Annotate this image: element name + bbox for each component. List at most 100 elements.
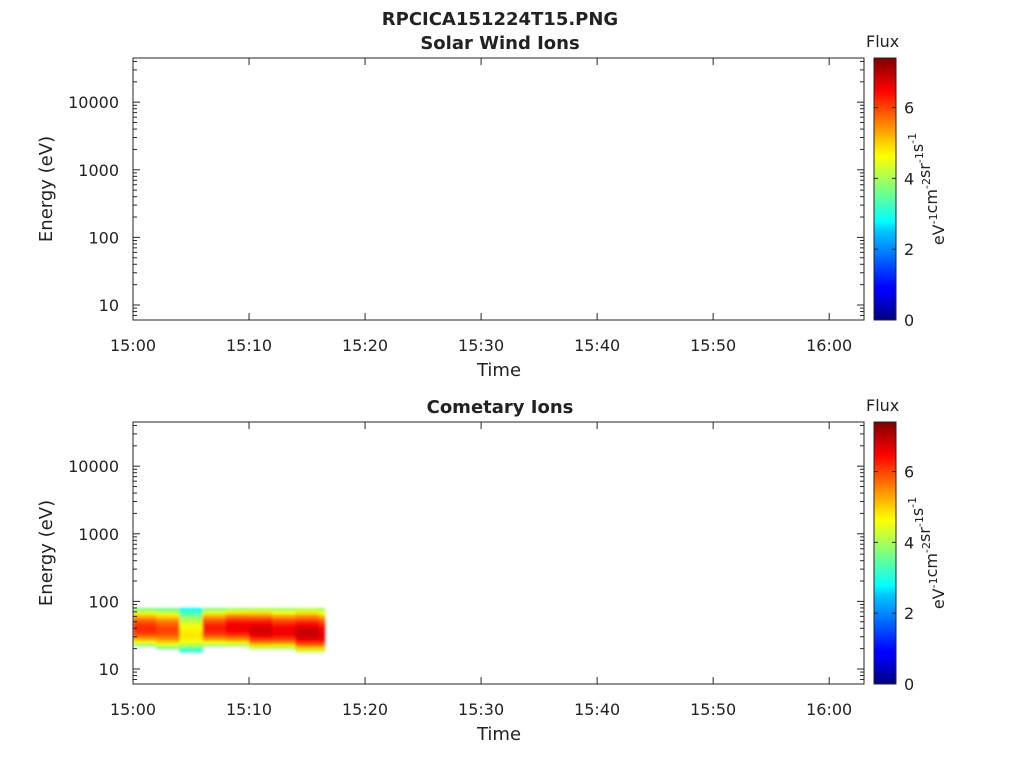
heatmap-cell [144, 607, 148, 612]
heatmap-cell [283, 637, 287, 641]
heatmap-cell [322, 642, 326, 647]
heatmap-cell [287, 607, 291, 612]
heatmap-cell [295, 645, 298, 650]
heatmap-cell [225, 607, 229, 612]
heatmap-cell [221, 635, 225, 639]
heatmap-cell [247, 637, 250, 642]
heatmap-cell [289, 610, 293, 615]
heatmap-cell [196, 629, 200, 634]
heatmap-cell [278, 610, 281, 615]
heatmap-cell [136, 624, 140, 628]
heatmap-cell [216, 632, 219, 636]
x-tick-label: 16:00 [806, 700, 852, 719]
heatmap-cell [196, 636, 200, 640]
heatmap-cell [241, 643, 244, 647]
heatmap-cell [307, 632, 310, 637]
heatmap-cell [177, 625, 181, 629]
heatmap-cell [243, 618, 246, 623]
heatmap-cell [264, 613, 268, 618]
x-tick-label: 15:30 [458, 700, 504, 719]
heatmap-cell [322, 645, 326, 650]
heatmap-cell [210, 640, 213, 644]
heatmap-cell [249, 631, 252, 635]
heatmap-cell [171, 639, 175, 644]
heatmap-cell [310, 617, 314, 622]
heatmap-cell [291, 639, 295, 644]
heatmap-cell [276, 622, 279, 626]
heatmap-cell [245, 635, 248, 639]
heatmap-cell [173, 616, 177, 621]
heatmap-cell [250, 631, 254, 635]
colorbar-unit-label: eV-1cm-2sr-1s-1 [906, 497, 948, 609]
heatmap-cell [179, 632, 182, 637]
heatmap-cell [163, 639, 167, 644]
heatmap-cell [140, 626, 144, 631]
heatmap-cell [150, 624, 153, 628]
heatmap-cell [276, 634, 279, 638]
heatmap-cell [160, 631, 163, 635]
heatmap-cell [177, 619, 181, 624]
y-axis: 10 100 1000 10000 [68, 424, 864, 685]
heatmap-cell [283, 628, 287, 632]
heatmap-cell [308, 617, 312, 622]
heatmap-cell [150, 632, 153, 636]
heatmap-cell [220, 610, 223, 614]
heatmap-cell [167, 645, 171, 650]
heatmap-cell [299, 626, 302, 631]
heatmap-cell [187, 645, 190, 650]
heatmap-cell [191, 632, 194, 637]
heatmap-cell [169, 637, 173, 641]
heatmap-cell [254, 637, 258, 641]
heatmap-cell [314, 607, 318, 612]
heatmap-cell [270, 625, 273, 629]
heatmap-cell [314, 629, 318, 634]
heatmap-cell [134, 624, 138, 628]
heatmap-cell [183, 617, 186, 622]
heatmap-cell [200, 623, 204, 628]
heatmap-cell [169, 625, 173, 629]
heatmap-cell [276, 631, 279, 635]
heatmap-cell [287, 616, 291, 621]
heatmap-cell [142, 635, 146, 639]
heatmap-cell [196, 648, 200, 653]
colorbar-gradient [873, 421, 897, 685]
heatmap-cell [287, 610, 291, 615]
heatmap-cell [231, 613, 235, 617]
heatmap-cell [200, 611, 204, 615]
heatmap-cell [256, 637, 260, 641]
heatmap-cell [140, 632, 144, 636]
heatmap-cell [258, 637, 262, 641]
heatmap-cell [318, 648, 322, 653]
heatmap-cell [297, 642, 300, 647]
heatmap-cell [133, 607, 136, 612]
heatmap-cell [237, 632, 240, 636]
heatmap-cell [154, 637, 157, 642]
heatmap-cell [235, 626, 239, 631]
heatmap-cell [146, 607, 150, 612]
heatmap-cell [254, 639, 258, 644]
heatmap-cell [239, 618, 242, 623]
heatmap-cell [266, 613, 269, 618]
heatmap-cell [297, 607, 300, 612]
heatmap-cell [223, 632, 227, 636]
heatmap-cell [173, 607, 177, 612]
heatmap-cell [322, 626, 326, 631]
heatmap-cell [206, 626, 210, 631]
heatmap-cell [162, 631, 165, 635]
heatmap-cell [283, 619, 287, 624]
heatmap-cell [241, 640, 244, 644]
heatmap-cell [194, 623, 198, 628]
heatmap-cell [270, 639, 273, 644]
heatmap-cell [227, 640, 231, 644]
heatmap-cell [212, 610, 215, 614]
heatmap-cell [142, 610, 146, 614]
heatmap-cell [210, 629, 213, 633]
heatmap-cell [307, 645, 310, 650]
heatmap-cell [307, 617, 310, 622]
heatmap-cell [163, 634, 167, 638]
heatmap-cell [299, 645, 302, 650]
heatmap-cell [245, 616, 248, 620]
heatmap-cell [175, 607, 179, 612]
heatmap-cell [177, 637, 181, 641]
heatmap-cell [291, 642, 295, 647]
